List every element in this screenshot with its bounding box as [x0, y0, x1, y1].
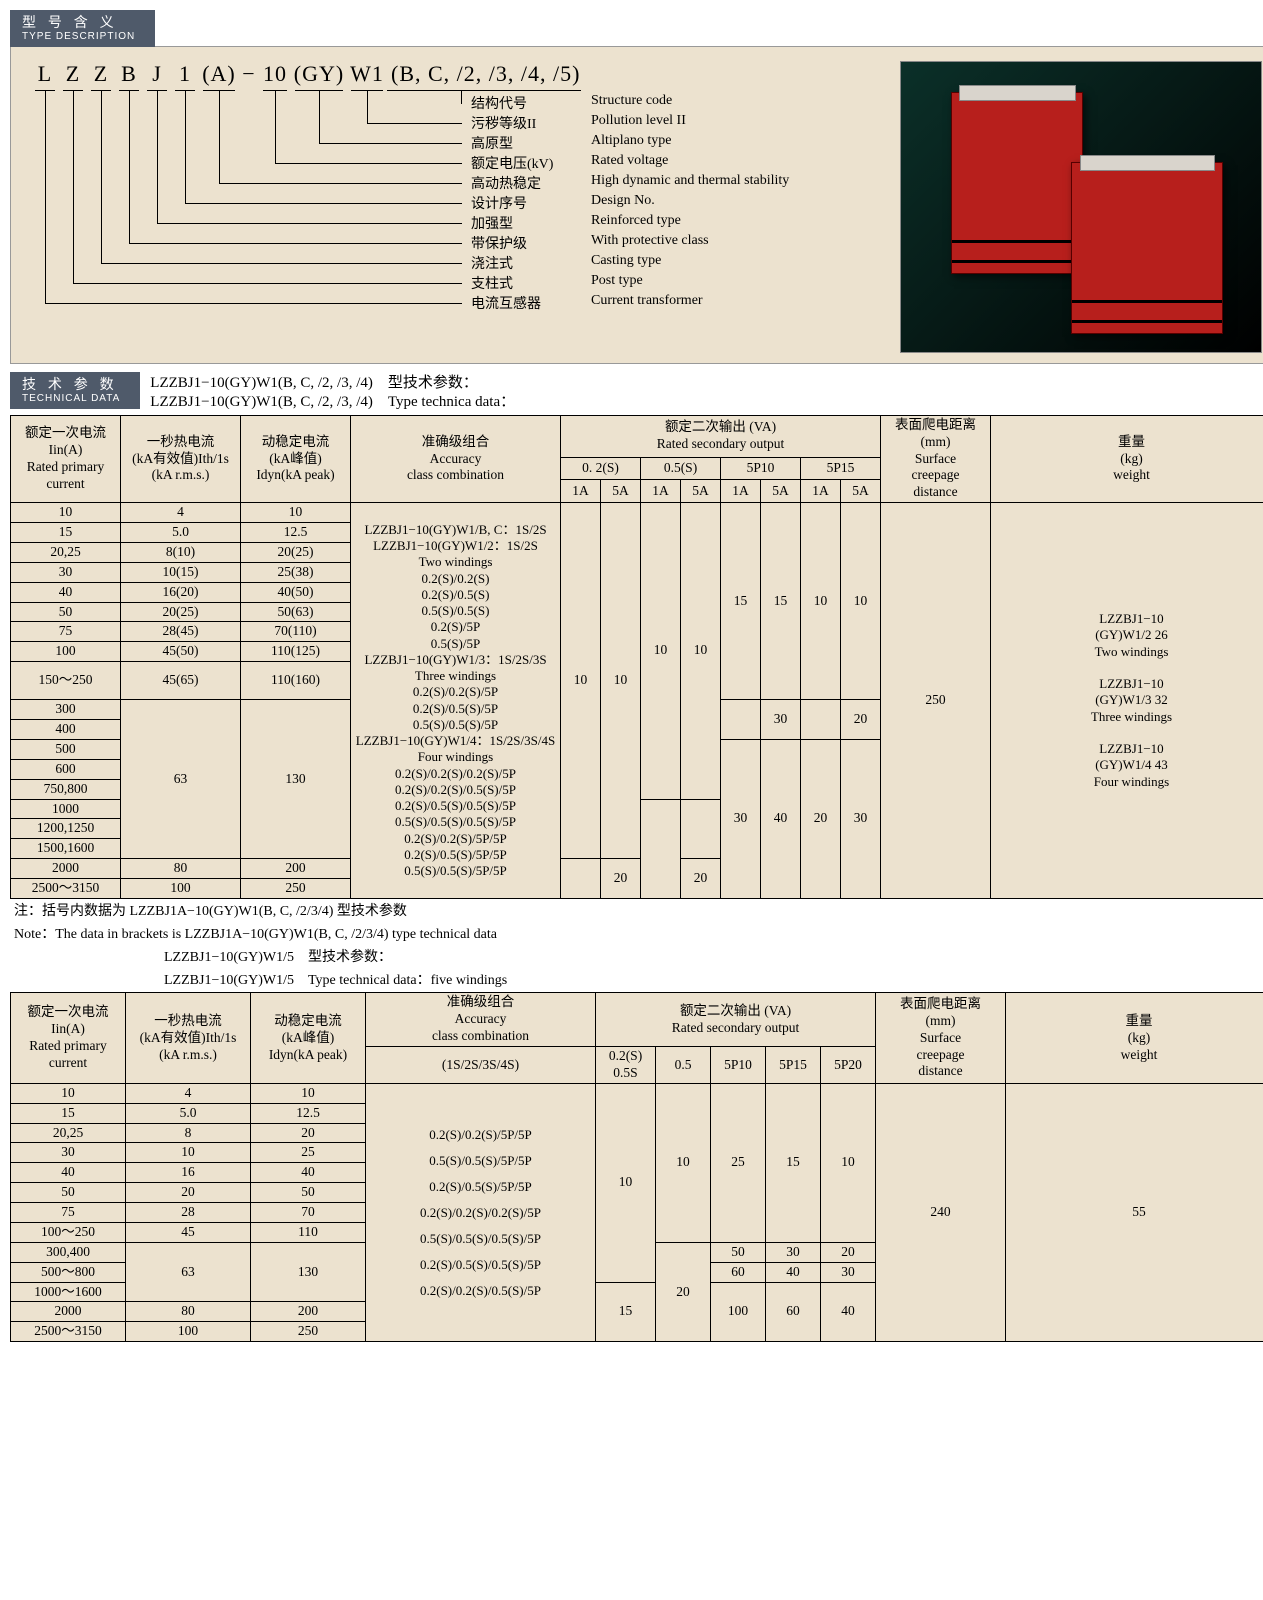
leader-en: Rated voltage — [591, 153, 668, 169]
tech-cn: 技 术 参 数 — [22, 376, 118, 392]
t1-h-out: 额定二次输出 (VA)Rated secondary output — [561, 415, 881, 457]
type-string: L Z Z B J 1 (A) − 10 (GY) W1 (B, C, /2, … — [31, 61, 885, 89]
type-panel: L Z Z B J 1 (A) − 10 (GY) W1 (B, C, /2, … — [10, 46, 1263, 364]
tc-2: Z — [87, 61, 115, 89]
note-1: 注：括号内数据为 LZZBJ1A−10(GY)W1(B, C, /2/3/4) … — [14, 903, 1263, 922]
t1-h-creep: 表面爬电距离(mm)Surfacecreepagedistance — [881, 415, 991, 502]
product-photo — [900, 61, 1262, 353]
leader-cn: 高动热稳定 — [471, 173, 541, 193]
leader-lines: 结构代号 Structure code 污秽等级II Pollution level … — [31, 91, 885, 351]
tc-5: 1 — [171, 61, 199, 89]
tc-4: J — [143, 61, 171, 89]
tc-10: W1 — [347, 61, 387, 89]
t1-h-current: 额定一次电流Iin(A)Rated primarycurrent — [11, 415, 121, 502]
tech-title-l1: LZZBJ1−10(GY)W1(B, C, /2, /3, /4) 型技术参数： — [150, 374, 515, 394]
tech-title-l2: LZZBJ1−10(GY)W1(B, C, /2, /3, /4) Type t… — [150, 393, 515, 413]
leader-en: With protective class — [591, 233, 709, 249]
leader-en: Altiplano type — [591, 133, 672, 149]
type-desc-header: 型 号 含 义 TYPE DESCRIPTION — [10, 10, 155, 47]
leader-cn: 浇注式 — [471, 253, 513, 273]
leader-cn: 加强型 — [471, 213, 513, 233]
t2-acc-cell: 0.2(S)/0.2(S)/5P/5P0.5(S)/0.5(S)/5P/5P0.… — [366, 1083, 596, 1341]
t2-h-idyn: 动稳定电流(kA峰值)Idyn(kA peak) — [251, 993, 366, 1083]
note-2: Note：The data in brackets is LZZBJ1A−10(… — [14, 926, 1263, 945]
note-4: LZZBJ1−10(GY)W1/5 Type technical data：fi… — [14, 972, 1263, 991]
t1-acc-cell: LZZBJ1−10(GY)W1/B, C：1S/2SLZZBJ1−10(GY)W… — [351, 503, 561, 899]
t1-h-wt: 重量(kg)weight — [991, 415, 1263, 502]
leader-en: Post type — [591, 273, 643, 289]
t1-weight-cell: LZZBJ1−10(GY)W1/2 26Two windings LZZBJ1−… — [991, 503, 1263, 899]
leader-cn: 结构代号 — [471, 93, 527, 113]
tc-9: (GY) — [291, 61, 347, 89]
t1-h-acc: 准确级组合Accuracyclass combination — [351, 415, 561, 502]
leader-cn: 带保护级 — [471, 233, 527, 253]
tech-title: LZZBJ1−10(GY)W1(B, C, /2, /3, /4) 型技术参数：… — [150, 372, 515, 413]
leader-cn: 额定电压(kV) — [471, 153, 553, 173]
t1-h-ith: 一秒热电流(kA有效值)Ith/1s(kA r.m.s.) — [121, 415, 241, 502]
type-diagram: L Z Z B J 1 (A) − 10 (GY) W1 (B, C, /2, … — [31, 61, 885, 353]
leader-en: High dynamic and thermal stability — [591, 173, 789, 189]
note-3: LZZBJ1−10(GY)W1/5 型技术参数： — [14, 949, 1263, 968]
t1-h-idyn: 动稳定电流(kA峰值)Idyn(kA peak) — [241, 415, 351, 502]
spec-table-1: 额定一次电流Iin(A)Rated primarycurrent 一秒热电流(k… — [10, 415, 1263, 899]
leader-cn: 污秽等级II — [471, 113, 536, 133]
tech-data-header: 技 术 参 数 TECHNICAL DATA — [10, 372, 140, 409]
leader-cn: 支柱式 — [471, 273, 513, 293]
tech-en: TECHNICAL DATA — [22, 393, 120, 405]
leader-cn: 设计序号 — [471, 193, 527, 213]
t2-h-wt: 重量(kg)weight — [1006, 993, 1263, 1083]
leader-cn: 电流互感器 — [471, 293, 541, 313]
t2-h-creep: 表面爬电距离(mm)Surfacecreepagedistance — [876, 993, 1006, 1083]
spec-table-2: 额定一次电流Iin(A)Rated primarycurrent 一秒热电流(k… — [10, 992, 1263, 1342]
tc-0: L — [31, 61, 59, 89]
t2-h-acc: 准确级组合Accuracyclass combination — [366, 993, 596, 1047]
t2-h-current: 额定一次电流Iin(A)Rated primarycurrent — [11, 993, 126, 1083]
leader-en: Reinforced type — [591, 213, 681, 229]
leader-en: Pollution level II — [591, 113, 686, 129]
leader-en: Structure code — [591, 93, 672, 109]
tc-6: (A) — [199, 61, 239, 89]
tc-11: (B, C, /2, /3, /4, /5) — [387, 61, 581, 89]
t2-h-out: 额定二次输出 (VA)Rated secondary output — [596, 993, 876, 1047]
leader-en: Current transformer — [591, 293, 703, 309]
tc-1: Z — [59, 61, 87, 89]
leader-en: Casting type — [591, 253, 661, 269]
tc-dash: − — [239, 61, 259, 89]
type-desc-cn: 型 号 含 义 — [22, 14, 118, 30]
tc-3: B — [115, 61, 143, 89]
leader-cn: 高原型 — [471, 133, 513, 153]
t2-h-ith: 一秒热电流(kA有效值)Ith/1s(kA r.m.s.) — [126, 993, 251, 1083]
tc-8: 10 — [259, 61, 291, 89]
leader-en: Design No. — [591, 193, 655, 209]
type-desc-en: TYPE DESCRIPTION — [22, 31, 135, 43]
